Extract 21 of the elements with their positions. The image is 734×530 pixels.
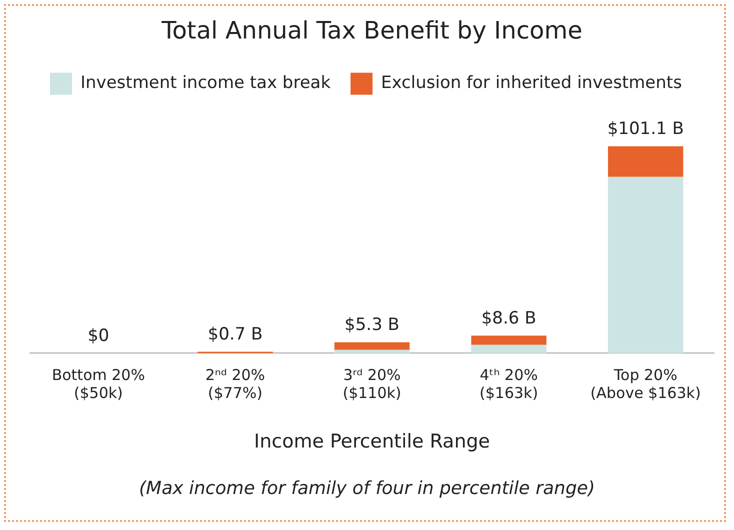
x-tick-label: 4ᵗʰ 20% ($163k)	[480, 366, 538, 402]
legend-label: Exclusion for inherited investments	[381, 73, 682, 94]
x-axis-title: Income Percentile Range	[254, 430, 490, 453]
bar	[471, 336, 546, 345]
text: (Max income for family of four in percentile range)	[138, 478, 596, 499]
x-tick-label: 2ⁿᵈ 20% ($77%)	[205, 366, 266, 402]
bar	[471, 344, 546, 354]
annotation: $5.3 B	[344, 315, 400, 336]
legend-label: Investment income tax break	[80, 73, 331, 94]
x-tick-label: Bottom 20% ($50k)	[52, 366, 145, 402]
x-tick-label: Top 20% (Above $163k)	[590, 366, 701, 402]
annotation: $101.1 B	[607, 119, 684, 140]
bar	[608, 146, 684, 177]
annotation: $0	[88, 326, 110, 346]
chart-title: Total Annual Tax Benefit by Income	[160, 16, 582, 45]
annotation: $0.7 B	[208, 324, 263, 345]
x-tick-label: 3ʳᵈ 20% ($110k)	[342, 366, 402, 402]
bar	[608, 176, 684, 354]
bar	[334, 350, 410, 354]
annotation: $8.6 B	[481, 308, 536, 329]
bar	[334, 342, 410, 350]
